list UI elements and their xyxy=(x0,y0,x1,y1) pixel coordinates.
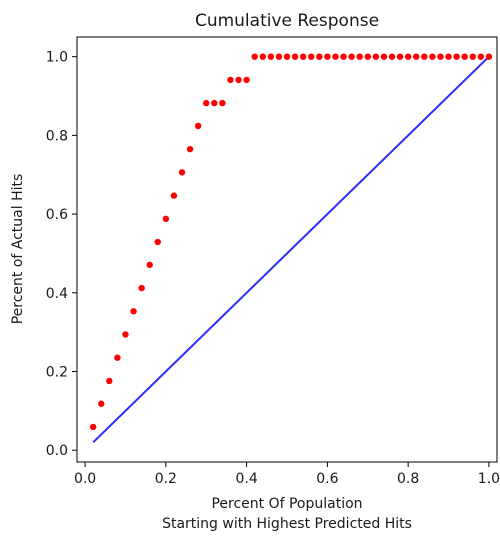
data-point xyxy=(324,53,331,60)
data-point xyxy=(404,53,412,60)
data-point xyxy=(308,53,315,60)
data-point xyxy=(445,53,452,60)
x-tick-label: 1.0 xyxy=(478,471,500,487)
data-point xyxy=(243,76,250,84)
x-tick-label: 0.4 xyxy=(235,471,257,487)
data-point xyxy=(219,99,226,107)
data-point xyxy=(356,53,363,60)
data-point xyxy=(194,122,202,130)
x-axis: 0.0 0.2 0.4 0.6 0.8 1.0 xyxy=(74,462,500,487)
data-point xyxy=(106,377,113,385)
y-tick-label: 0.0 xyxy=(46,443,68,459)
x-axis-label: Percent Of Population xyxy=(211,496,362,512)
data-point xyxy=(89,423,97,431)
y-tick-label: 0.8 xyxy=(46,128,68,144)
data-point xyxy=(203,99,210,107)
y-axis: 0.0 0.2 0.4 0.6 0.8 1.0 xyxy=(46,50,77,459)
cumulative-points xyxy=(89,53,493,431)
x-tick-label: 0.0 xyxy=(74,471,96,487)
y-axis-label: Percent of Actual Hits xyxy=(10,174,26,325)
x-tick-label: 0.2 xyxy=(155,471,177,487)
x-tick-label: 0.8 xyxy=(397,471,419,487)
data-point xyxy=(364,53,371,60)
data-point xyxy=(146,261,153,269)
chart-title: Cumulative Response xyxy=(195,11,379,31)
data-point xyxy=(170,192,178,199)
data-point xyxy=(138,284,145,292)
data-point xyxy=(477,53,485,60)
baseline-line xyxy=(92,55,490,444)
data-point xyxy=(372,53,380,60)
plot-area xyxy=(76,36,498,463)
data-point xyxy=(267,53,275,60)
data-point xyxy=(186,145,194,153)
data-point xyxy=(429,53,436,60)
data-point xyxy=(211,99,218,107)
data-point xyxy=(396,53,404,60)
data-point xyxy=(316,53,323,60)
data-point xyxy=(348,53,355,60)
data-point xyxy=(162,215,170,223)
data-point xyxy=(130,308,137,315)
data-point xyxy=(235,76,242,84)
data-point xyxy=(259,53,266,60)
data-point xyxy=(283,53,291,60)
data-point xyxy=(122,331,129,338)
data-point xyxy=(421,53,428,60)
data-point xyxy=(388,53,396,60)
data-point xyxy=(453,53,460,60)
data-point xyxy=(413,53,420,60)
data-point xyxy=(461,53,468,60)
y-tick-label: 0.2 xyxy=(46,364,68,380)
data-point xyxy=(469,53,476,60)
y-tick-label: 0.4 xyxy=(46,286,68,302)
data-point xyxy=(485,53,493,60)
data-point xyxy=(98,400,105,407)
data-point xyxy=(251,53,258,60)
data-point xyxy=(178,169,186,176)
data-point xyxy=(437,53,444,60)
x-axis-label-line2: Starting with Highest Predicted Hits xyxy=(162,516,412,532)
y-tick-label: 1.0 xyxy=(46,50,68,66)
y-tick-label: 0.6 xyxy=(46,207,68,223)
x-tick-label: 0.6 xyxy=(316,471,338,487)
data-point xyxy=(291,53,299,60)
data-point xyxy=(299,53,307,60)
data-point xyxy=(380,53,388,60)
data-point xyxy=(154,238,161,246)
data-point xyxy=(227,76,234,84)
data-point xyxy=(332,53,339,60)
data-point xyxy=(275,53,283,60)
data-point xyxy=(340,53,347,60)
data-point xyxy=(114,354,121,361)
